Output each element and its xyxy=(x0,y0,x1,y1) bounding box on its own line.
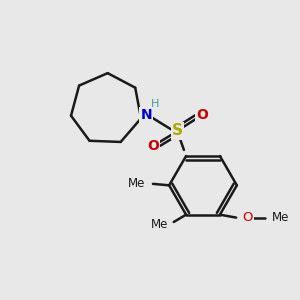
Text: Me: Me xyxy=(151,218,168,232)
Text: N: N xyxy=(140,108,152,122)
Text: H: H xyxy=(151,99,159,109)
Text: S: S xyxy=(172,124,183,139)
Text: O: O xyxy=(147,139,159,153)
Text: O: O xyxy=(196,108,208,122)
Text: Me: Me xyxy=(128,177,146,190)
Text: Me: Me xyxy=(272,211,289,224)
Text: O: O xyxy=(243,211,253,224)
